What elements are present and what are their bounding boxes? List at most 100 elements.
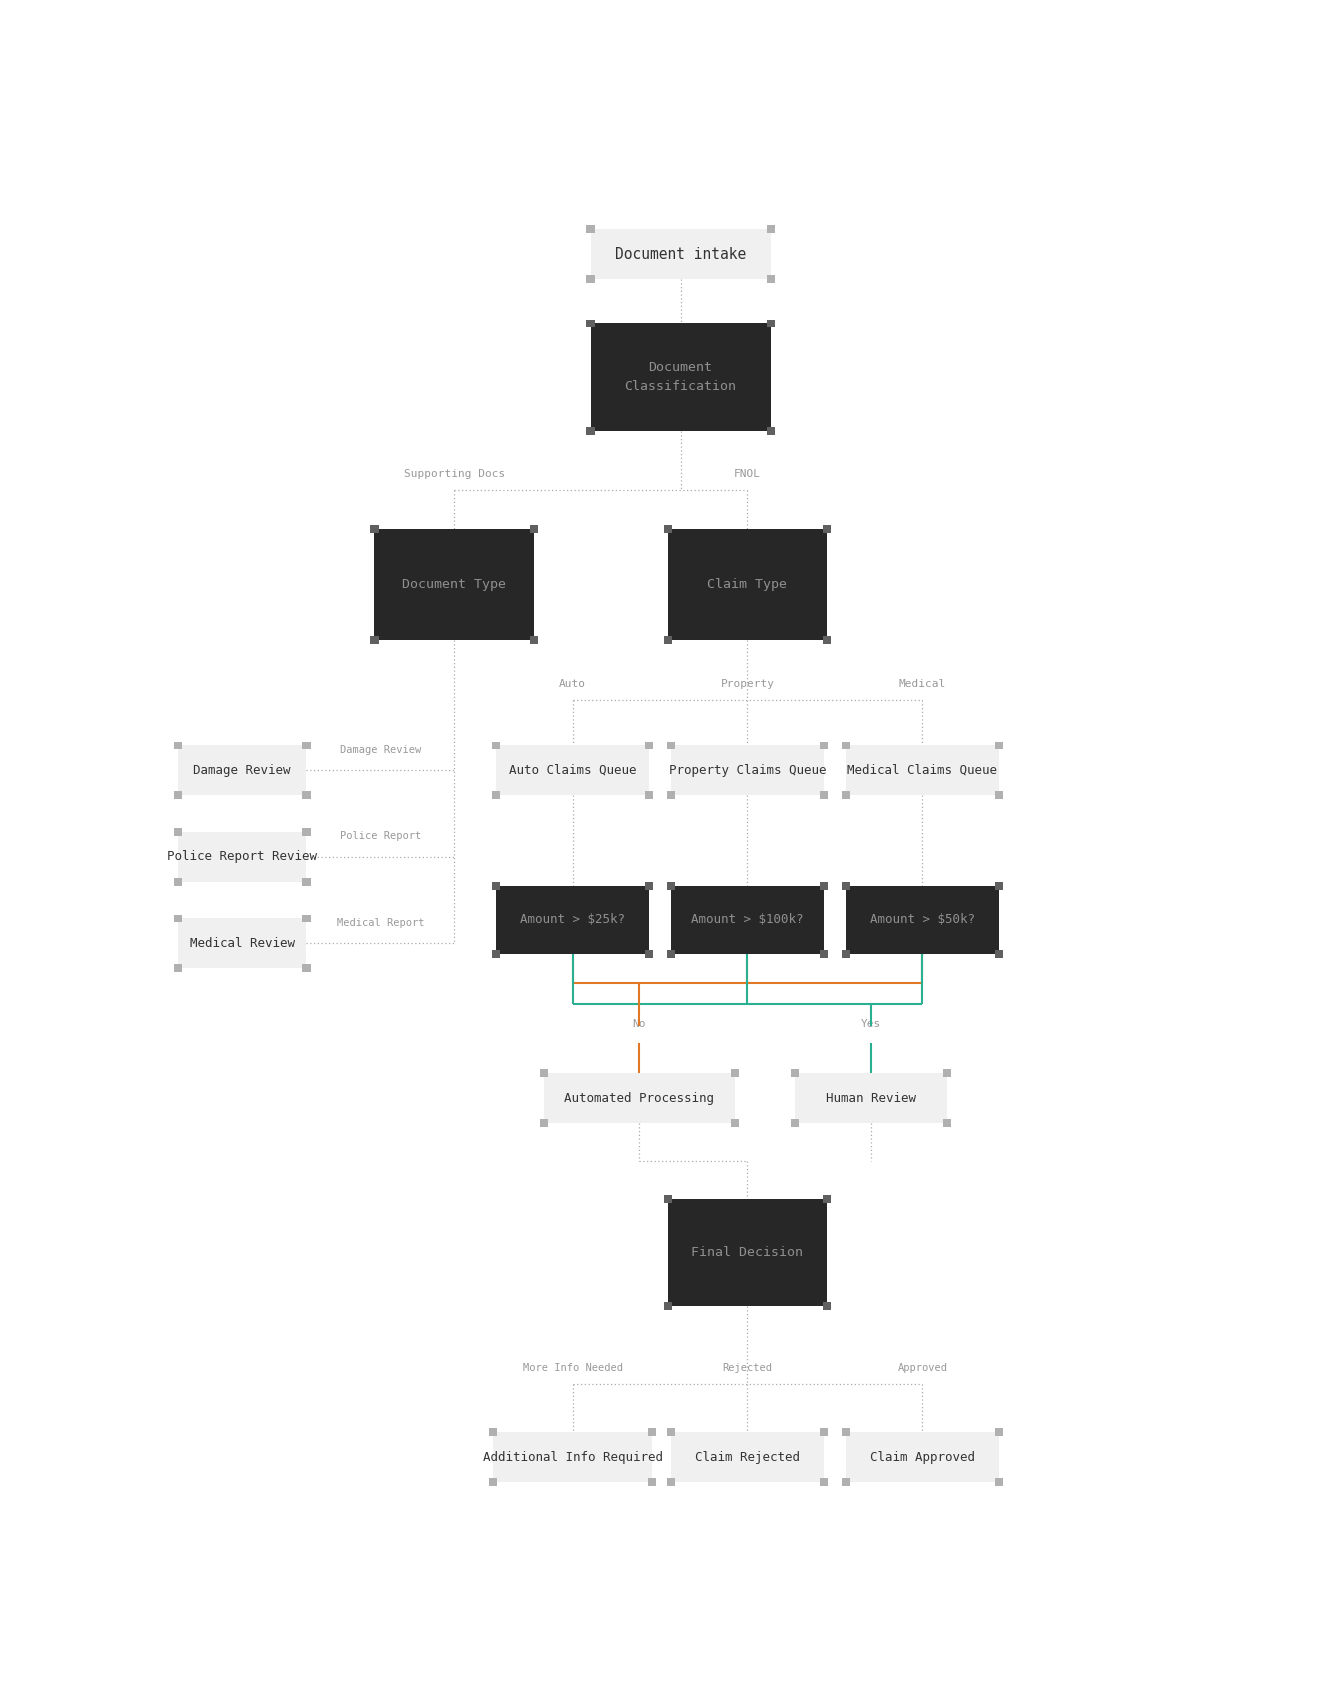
FancyBboxPatch shape [667, 1428, 676, 1436]
Text: Medical: Medical [899, 679, 946, 689]
FancyBboxPatch shape [174, 965, 182, 972]
Text: Medical Review: Medical Review [190, 936, 295, 950]
FancyBboxPatch shape [587, 276, 595, 283]
FancyBboxPatch shape [819, 742, 827, 749]
Text: Police Report Review: Police Report Review [167, 851, 317, 863]
FancyBboxPatch shape [667, 950, 676, 958]
FancyBboxPatch shape [819, 1477, 827, 1486]
FancyBboxPatch shape [995, 1428, 1003, 1436]
FancyBboxPatch shape [846, 1431, 999, 1482]
FancyBboxPatch shape [667, 742, 676, 749]
FancyBboxPatch shape [489, 1428, 497, 1436]
FancyBboxPatch shape [819, 791, 827, 800]
FancyBboxPatch shape [943, 1118, 951, 1127]
FancyBboxPatch shape [766, 320, 774, 327]
Text: Document
Classification: Document Classification [624, 361, 737, 393]
Text: Yes: Yes [861, 1019, 880, 1030]
FancyBboxPatch shape [644, 791, 653, 800]
Text: Approved: Approved [898, 1363, 947, 1374]
Text: Auto Claims Queue: Auto Claims Queue [509, 764, 636, 776]
FancyBboxPatch shape [178, 745, 307, 795]
FancyBboxPatch shape [587, 225, 595, 233]
Text: Damage Review: Damage Review [194, 764, 291, 776]
FancyBboxPatch shape [174, 742, 182, 749]
FancyBboxPatch shape [842, 950, 850, 958]
FancyBboxPatch shape [730, 1069, 738, 1077]
FancyBboxPatch shape [371, 637, 378, 643]
Text: Auto: Auto [559, 679, 586, 689]
FancyBboxPatch shape [842, 882, 850, 890]
FancyBboxPatch shape [303, 742, 311, 749]
FancyBboxPatch shape [540, 1069, 548, 1077]
Text: Final Decision: Final Decision [692, 1246, 803, 1259]
FancyBboxPatch shape [819, 950, 827, 958]
FancyBboxPatch shape [493, 791, 501, 800]
FancyBboxPatch shape [766, 276, 774, 283]
FancyBboxPatch shape [540, 1118, 548, 1127]
FancyBboxPatch shape [995, 882, 1003, 890]
FancyBboxPatch shape [672, 885, 823, 953]
FancyBboxPatch shape [842, 1428, 850, 1436]
FancyBboxPatch shape [766, 427, 774, 436]
FancyBboxPatch shape [823, 524, 831, 533]
FancyBboxPatch shape [530, 524, 538, 533]
FancyBboxPatch shape [819, 1428, 827, 1436]
Text: Medical Claims Queue: Medical Claims Queue [847, 764, 997, 776]
Text: Medical Report: Medical Report [336, 917, 424, 928]
FancyBboxPatch shape [842, 791, 850, 800]
FancyBboxPatch shape [790, 1069, 799, 1077]
FancyBboxPatch shape [644, 742, 653, 749]
FancyBboxPatch shape [178, 832, 307, 882]
FancyBboxPatch shape [178, 919, 307, 968]
FancyBboxPatch shape [672, 1431, 823, 1482]
FancyBboxPatch shape [174, 878, 182, 885]
FancyBboxPatch shape [842, 742, 850, 749]
FancyBboxPatch shape [995, 742, 1003, 749]
Text: Additional Info Required: Additional Info Required [482, 1450, 663, 1464]
Text: Damage Review: Damage Review [340, 745, 421, 754]
Text: FNOL: FNOL [734, 470, 761, 480]
Text: More Info Needed: More Info Needed [522, 1363, 623, 1374]
Text: Supporting Docs: Supporting Docs [404, 470, 505, 480]
FancyBboxPatch shape [303, 829, 311, 836]
FancyBboxPatch shape [842, 1477, 850, 1486]
Text: No: No [632, 1019, 647, 1030]
FancyBboxPatch shape [493, 1431, 652, 1482]
FancyBboxPatch shape [174, 829, 182, 836]
FancyBboxPatch shape [846, 885, 999, 953]
FancyBboxPatch shape [995, 950, 1003, 958]
FancyBboxPatch shape [493, 742, 501, 749]
Text: Property: Property [721, 679, 774, 689]
FancyBboxPatch shape [489, 1477, 497, 1486]
FancyBboxPatch shape [587, 320, 595, 327]
FancyBboxPatch shape [664, 1302, 672, 1311]
FancyBboxPatch shape [303, 878, 311, 885]
FancyBboxPatch shape [668, 1198, 827, 1307]
FancyBboxPatch shape [819, 882, 827, 890]
FancyBboxPatch shape [664, 637, 672, 643]
FancyBboxPatch shape [667, 791, 676, 800]
FancyBboxPatch shape [795, 1074, 947, 1123]
FancyBboxPatch shape [544, 1074, 734, 1123]
Text: Property Claims Queue: Property Claims Queue [669, 764, 826, 776]
FancyBboxPatch shape [493, 950, 501, 958]
Text: Human Review: Human Review [826, 1091, 916, 1105]
FancyBboxPatch shape [371, 524, 378, 533]
Text: Amount > $100k?: Amount > $100k? [692, 914, 803, 926]
FancyBboxPatch shape [591, 323, 770, 431]
FancyBboxPatch shape [790, 1118, 799, 1127]
FancyBboxPatch shape [648, 1477, 656, 1486]
Text: Amount > $25k?: Amount > $25k? [521, 914, 625, 926]
FancyBboxPatch shape [174, 914, 182, 922]
FancyBboxPatch shape [591, 230, 770, 279]
FancyBboxPatch shape [530, 637, 538, 643]
FancyBboxPatch shape [668, 529, 827, 640]
FancyBboxPatch shape [497, 885, 648, 953]
FancyBboxPatch shape [374, 529, 534, 640]
FancyBboxPatch shape [995, 1477, 1003, 1486]
FancyBboxPatch shape [644, 950, 653, 958]
Text: Claim Rejected: Claim Rejected [695, 1450, 799, 1464]
Text: Document Type: Document Type [402, 577, 506, 591]
Text: Claim Type: Claim Type [708, 577, 788, 591]
FancyBboxPatch shape [995, 791, 1003, 800]
